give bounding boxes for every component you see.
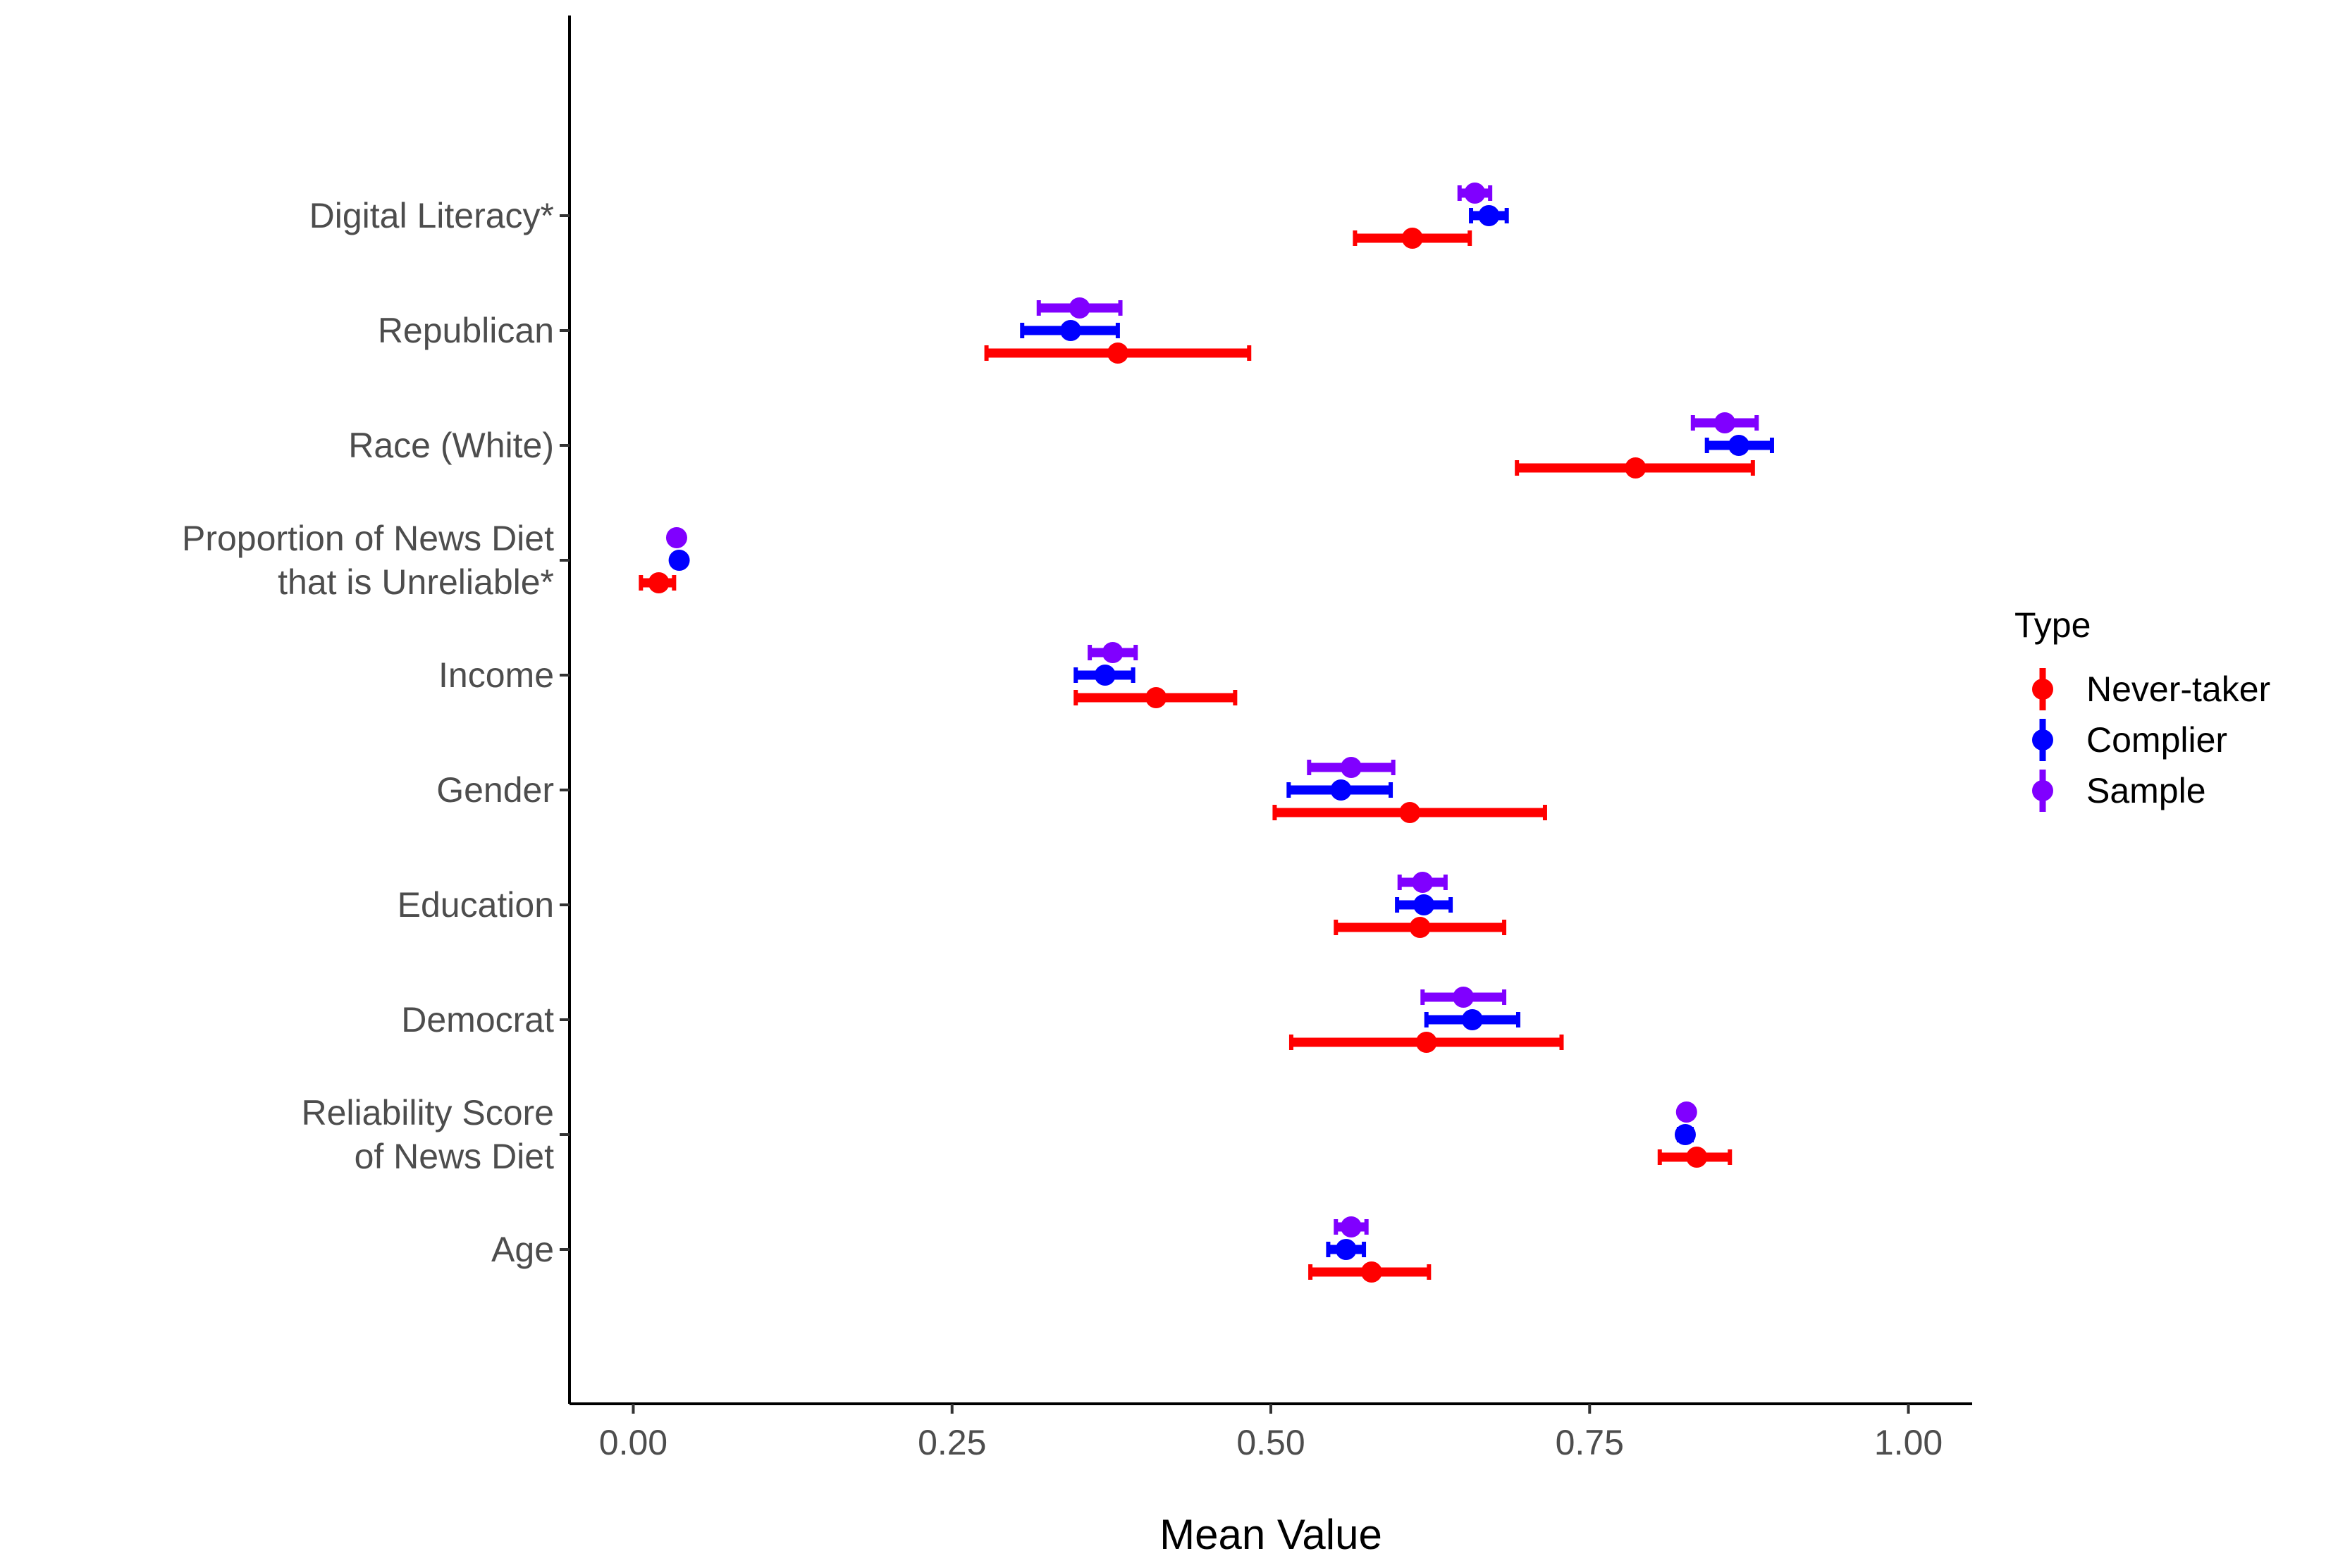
mean-point	[1360, 1261, 1382, 1283]
series-sample	[665, 183, 1759, 1237]
y-tick-label: Gender	[436, 770, 554, 810]
y-tick-label: that is Unreliable*	[278, 562, 554, 602]
x-tick-label: 1.00	[1874, 1423, 1943, 1462]
series-never-taker	[639, 228, 1755, 1283]
mean-point	[665, 527, 687, 548]
legend: Type Never-taker Complier Sample	[2014, 605, 2270, 812]
legend-key-point	[2032, 679, 2053, 700]
mean-point	[1412, 872, 1434, 893]
mean-point	[668, 550, 690, 571]
mean-point	[648, 572, 670, 593]
mean-point	[1335, 1239, 1357, 1260]
legend-title: Type	[2014, 605, 2091, 645]
x-tick-label: 0.75	[1556, 1423, 1624, 1462]
mean-point	[1069, 297, 1090, 319]
y-tick-label: Democrat	[401, 1000, 554, 1039]
legend-item: Complier	[2032, 719, 2227, 761]
mean-point	[1714, 412, 1736, 433]
legend-items: Never-taker Complier Sample	[2032, 668, 2270, 812]
y-tick-label: Proportion of News Diet	[182, 519, 554, 558]
mean-point	[1478, 205, 1500, 226]
y-tick-label: Education	[398, 885, 554, 925]
y-tick-label: Race (White)	[348, 426, 554, 465]
mean-point	[1453, 987, 1475, 1008]
mean-point	[1625, 457, 1647, 479]
mean-point	[1107, 342, 1128, 364]
axes: 0.00 0.25 0.50 0.75 1.00 Age Reliability Scor…	[182, 16, 1972, 1462]
legend-item: Sample	[2032, 770, 2206, 812]
legend-key-point	[2032, 729, 2053, 751]
x-axis-title: Mean Value	[1159, 1511, 1382, 1558]
mean-point	[1413, 894, 1435, 915]
series-complier	[668, 205, 1774, 1260]
legend-label: Sample	[2086, 771, 2206, 810]
mean-point	[1401, 228, 1423, 249]
y-tick-label: Income	[438, 655, 554, 695]
y-tick-label: Age	[491, 1230, 554, 1269]
mean-point	[1409, 917, 1431, 938]
mean-point	[1674, 1124, 1696, 1145]
mean-point	[1728, 435, 1749, 456]
legend-label: Complier	[2086, 720, 2227, 760]
y-axis-ticks: Age Reliability Score of News Diet Democrat…	[182, 196, 570, 1269]
mean-point	[1464, 183, 1486, 204]
x-axis-ticks: 0.00 0.25 0.50 0.75 1.00	[599, 1404, 1943, 1462]
mean-point	[1675, 1101, 1697, 1123]
mean-point	[1330, 779, 1352, 801]
x-tick-label: 0.00	[599, 1423, 667, 1462]
mean-point	[1461, 1009, 1483, 1030]
mean-point	[1102, 642, 1124, 663]
mean-point	[1399, 802, 1421, 823]
plot-marks	[639, 183, 1774, 1283]
mean-point	[1686, 1147, 1708, 1168]
x-tick-label: 0.50	[1236, 1423, 1305, 1462]
y-tick-label: Digital Literacy*	[309, 196, 554, 235]
mean-point	[1415, 1032, 1437, 1053]
mean-point	[1340, 757, 1362, 778]
mean-point	[1059, 320, 1081, 341]
legend-item: Never-taker	[2032, 668, 2270, 710]
y-tick-label: Republican	[378, 311, 554, 350]
x-tick-label: 0.25	[918, 1423, 986, 1462]
mean-point	[1094, 665, 1116, 686]
y-tick-label: Reliability Score	[302, 1093, 554, 1132]
legend-label: Never-taker	[2086, 669, 2270, 709]
mean-point	[1145, 687, 1167, 708]
mean-point	[1340, 1216, 1362, 1237]
legend-key-point	[2032, 780, 2053, 801]
y-tick-label: of News Diet	[355, 1137, 555, 1176]
